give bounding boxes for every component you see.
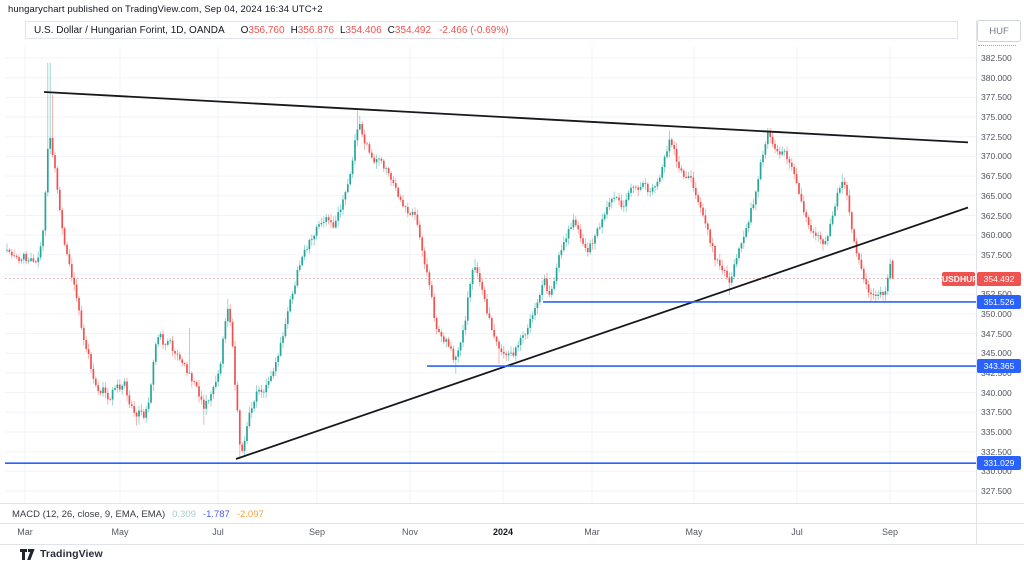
symbol-price-flag: USDHUF <box>942 271 978 286</box>
change-value: -2.466 (-0.69%) <box>439 24 509 36</box>
time-axis-label: Sep <box>881 527 898 537</box>
price-axis-label: 382.500 <box>981 53 1012 63</box>
price-axis-label: 360.000 <box>981 230 1012 241</box>
close-label: C <box>387 24 395 36</box>
time-axis-label: 2024 <box>492 527 514 537</box>
time-axis-label: May <box>685 527 703 537</box>
pane-divider[interactable] <box>0 503 1024 504</box>
symbol-legend[interactable]: U.S. Dollar / Hungarian Forint, 1D, OAND… <box>25 21 958 39</box>
high-value: 356.876 <box>297 24 334 36</box>
footer-border <box>0 544 1024 545</box>
macd-legend[interactable]: MACD (12, 26, close, 9, EMA, EMA) 0.309 … <box>12 506 264 522</box>
time-axis-border <box>0 523 1024 524</box>
price-axis-label: 362.500 <box>981 210 1012 221</box>
price-axis-label: 352.500 <box>981 289 1012 299</box>
price-axis-label: 335.000 <box>981 427 1012 437</box>
time-axis-label: Sep <box>308 527 325 537</box>
price-axis-label: 337.500 <box>981 407 1012 418</box>
price-axis-label: 345.000 <box>981 348 1012 359</box>
low-value: 354.406 <box>345 24 382 36</box>
price-axis-label: 350.000 <box>981 308 1012 319</box>
time-axis-label: Jul <box>212 527 224 537</box>
last-price-badge: 354.492 <box>977 271 1021 286</box>
macd-title: MACD <box>12 508 40 520</box>
price-axis-label: 357.500 <box>981 249 1012 260</box>
price-axis-label: 347.500 <box>981 328 1012 339</box>
macd-value-hist: -2.097 <box>236 508 264 520</box>
currency-unit-button[interactable]: HUF <box>977 20 1021 42</box>
time-axis-label: Nov <box>401 527 418 537</box>
price-axis-border <box>976 20 977 544</box>
support-level-badge: 343.365 <box>977 359 1021 374</box>
price-axis-label: 332.500 <box>981 446 1012 457</box>
price-axis-label: 367.500 <box>981 171 1012 182</box>
publish-bar: hungarychart published on TradingView.co… <box>0 0 1024 18</box>
price-axis-label: 340.000 <box>981 387 1012 398</box>
price-axis-label: 377.500 <box>981 92 1012 103</box>
tradingview-brand-text: TradingView <box>40 548 103 560</box>
currency-unit-label: HUF <box>989 25 1009 37</box>
price-axis-label: 327.500 <box>981 486 1012 496</box>
tradingview-logo[interactable]: TradingView <box>20 547 103 561</box>
open-value: 356.760 <box>248 24 285 36</box>
low-label: L <box>339 24 346 36</box>
support-level-badge: 351.526 <box>977 294 1021 309</box>
price-axis-label: 370.000 <box>981 151 1012 162</box>
price-axis-label: 330.000 <box>981 466 1012 477</box>
time-axis-label: Mar <box>17 527 33 537</box>
price-axis-label: 380.000 <box>981 72 1012 83</box>
macd-params: (12, 26, close, 9, EMA, EMA) <box>42 508 166 520</box>
publish-text: hungarychart published on TradingView.co… <box>8 4 323 15</box>
macd-value-macd: 0.309 <box>172 508 196 520</box>
price-axis-label: 372.500 <box>981 131 1012 142</box>
time-axis-label: May <box>111 527 129 537</box>
symbol-title: U.S. Dollar / Hungarian Forint, 1D, OAND… <box>34 24 225 36</box>
high-label: H <box>290 24 298 36</box>
open-label: O <box>240 24 249 36</box>
macd-value-signal: -1.787 <box>202 508 230 520</box>
support-level-badge: 331.029 <box>977 456 1021 471</box>
time-axis-label: Jul <box>791 527 803 537</box>
price-axis-label: 375.000 <box>981 112 1012 122</box>
tradingview-logo-icon <box>20 548 35 560</box>
time-axis-label: Mar <box>584 527 600 537</box>
price-scale-top-divider <box>978 45 1016 46</box>
close-value: 354.492 <box>394 24 432 36</box>
price-axis-label: 365.000 <box>981 190 1012 201</box>
